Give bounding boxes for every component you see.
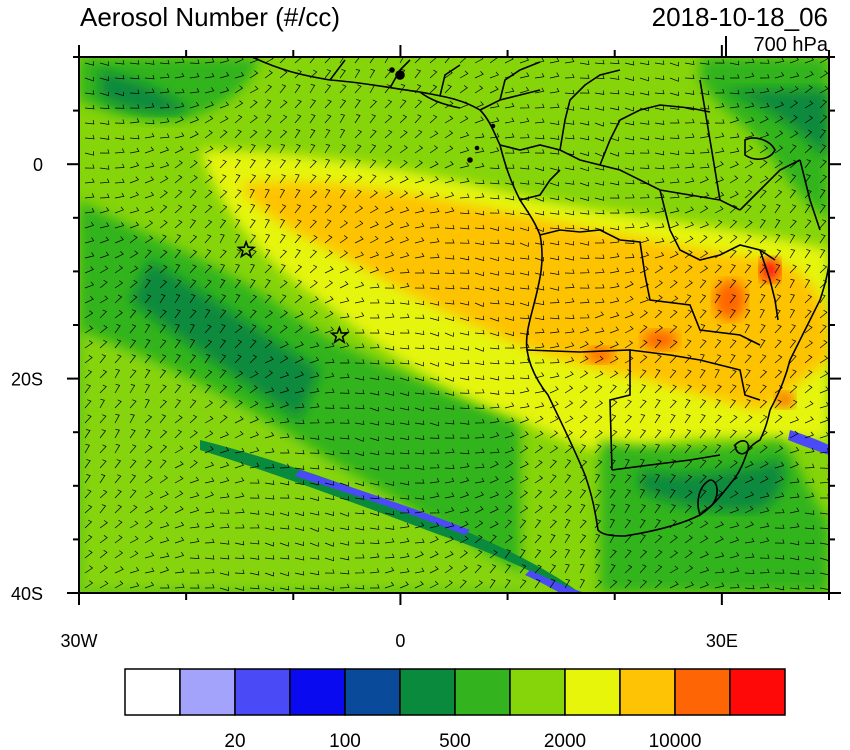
colorbar-swatch — [289, 668, 346, 716]
colorbar-swatch — [729, 668, 786, 716]
colorbar-swatch — [234, 668, 291, 716]
map-title: Aerosol Number (#/cc) — [80, 2, 341, 32]
y-tick-label: 20S — [11, 370, 43, 390]
colorbar-swatch — [509, 668, 566, 716]
y-tick-label: 40S — [11, 584, 43, 604]
y-tick-label: 0 — [33, 155, 43, 175]
colorbar-label: 20 — [224, 731, 245, 750]
pressure-level: 700 hPa — [753, 34, 828, 56]
colorbar-label: 100 — [329, 731, 361, 750]
colorbar-swatch — [124, 668, 181, 716]
map-axes: 30W 0 30E 0 20S 40S — [11, 45, 841, 651]
x-tick-label: 30W — [60, 631, 97, 651]
colorbar: 20 100 500 2000 10000 — [124, 668, 786, 750]
map-datetime: 2018-10-18_06 — [651, 2, 828, 32]
star-marker — [236, 239, 256, 259]
x-tick-label: 30E — [706, 631, 738, 651]
colorbar-swatch — [399, 668, 456, 716]
colorbar-swatch — [564, 668, 621, 716]
site-markers — [236, 239, 350, 345]
colorbar-swatch — [454, 668, 511, 716]
colorbar-label: 10000 — [649, 731, 702, 750]
x-tick-label: 0 — [395, 631, 405, 651]
colorbar-label: 2000 — [544, 731, 586, 750]
coastlines-and-borders — [251, 57, 829, 537]
colorbar-label: 500 — [439, 731, 471, 750]
aerosol-field — [79, 57, 829, 593]
level-tick — [725, 36, 727, 58]
star-marker — [329, 325, 350, 345]
colorbar-swatch — [179, 668, 236, 716]
colorbar-swatch — [619, 668, 676, 716]
colorbar-swatch — [674, 668, 731, 716]
colorbar-swatch — [344, 668, 401, 716]
